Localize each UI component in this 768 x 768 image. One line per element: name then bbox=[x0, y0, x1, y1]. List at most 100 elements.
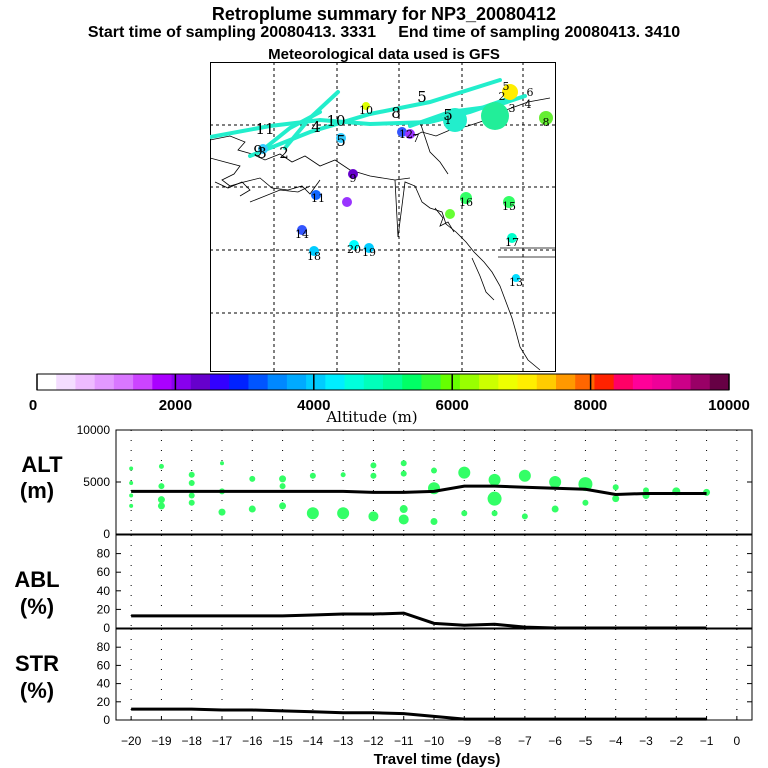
map-label-2: 2 bbox=[499, 90, 506, 103]
alt-scatter-point bbox=[549, 476, 562, 488]
alt-scatter-point bbox=[370, 462, 377, 469]
x-tick-label: −11 bbox=[394, 734, 414, 748]
colorbar-cell bbox=[286, 374, 307, 390]
colorbar-cell bbox=[171, 374, 192, 390]
abl-x-grid bbox=[130, 535, 738, 628]
colorbar-tick-labels: 0 2000 4000 6000 8000 10000 bbox=[29, 374, 750, 414]
x-axis-label: Travel time (days) bbox=[374, 751, 501, 768]
alt-series-line bbox=[131, 484, 707, 496]
str-x-grid bbox=[130, 629, 738, 720]
colorbar-cell bbox=[267, 374, 288, 390]
x-tick-label: −6 bbox=[548, 734, 562, 748]
colorbar-cell bbox=[248, 374, 269, 390]
met-data-label: Meteorological data used is GFS bbox=[268, 46, 500, 63]
map-label-5: 5 bbox=[336, 132, 346, 150]
colorbar-cell bbox=[575, 374, 595, 390]
alt-scatter-point bbox=[518, 469, 531, 482]
abl-y-tick-label: 60 bbox=[97, 565, 111, 579]
start-time: Start time of sampling 20080413. 3331 bbox=[87, 24, 376, 41]
map-label-5: 5 bbox=[503, 80, 510, 93]
alt-scatter-point bbox=[370, 472, 377, 479]
alt-scatter-point bbox=[368, 511, 379, 522]
alt-scatter-point bbox=[340, 472, 346, 478]
alt-scatter-point bbox=[279, 502, 287, 510]
map-label-5: 5 bbox=[417, 88, 427, 106]
alt-scatter-point bbox=[309, 472, 316, 479]
alt-y-ticks: 10000 5000 0 bbox=[77, 425, 752, 541]
x-tick-label: −5 bbox=[579, 734, 593, 748]
alt-scatter-point bbox=[400, 470, 407, 477]
abl-panel-frame bbox=[115, 534, 753, 629]
x-tick-label: −18 bbox=[182, 734, 203, 748]
alt-scatter-point bbox=[551, 505, 559, 513]
alt-scatter-point bbox=[487, 491, 502, 506]
alt-y-tick-label: 10000 bbox=[77, 425, 111, 437]
map-label-5: 5 bbox=[443, 106, 453, 124]
map-label-19: 19 bbox=[362, 246, 376, 259]
x-tick-labels: −20 −19 −18 −17 −16 −15 −14 −13 −12 −11 −10 −9 −8 −7−… bbox=[121, 716, 741, 748]
map-label-6: 6 bbox=[527, 86, 534, 99]
map-label-12: 12 bbox=[399, 128, 413, 141]
abl-series-line bbox=[131, 611, 707, 630]
abl-panel-label: ABL bbox=[14, 567, 59, 592]
colorbar-cell bbox=[229, 374, 249, 390]
colorbar-tick-label: 6000 bbox=[436, 397, 469, 414]
colorbar-cell bbox=[152, 374, 173, 390]
map-label-14: 14 bbox=[295, 228, 309, 241]
alt-scatter-point bbox=[337, 507, 350, 520]
colorbar-tick-label: 0 bbox=[29, 397, 37, 414]
alt-scatter-point bbox=[582, 499, 589, 506]
x-tick-label: −10 bbox=[424, 734, 445, 748]
alt-panel-label: ALT bbox=[21, 452, 63, 477]
map-label-9: 9 bbox=[350, 172, 357, 185]
x-tick-label: −4 bbox=[609, 734, 623, 748]
x-tick-label: −17 bbox=[212, 734, 233, 748]
page-title: Retroplume summary for NP3_20080412 bbox=[211, 4, 557, 24]
colorbar-tick-label: 2000 bbox=[159, 397, 192, 414]
plume-blobs bbox=[258, 84, 553, 282]
alt-scatter-point bbox=[157, 496, 165, 504]
alt-scatter-point bbox=[129, 481, 134, 486]
plume-paths bbox=[210, 78, 527, 158]
alt-scatter-point bbox=[220, 461, 224, 466]
x-tick-label: −1 bbox=[700, 734, 714, 748]
abl-y-tick-label: 0 bbox=[103, 621, 110, 635]
alt-scatter-point bbox=[188, 471, 195, 478]
colorbar-cell bbox=[306, 374, 326, 390]
alt-y-tick-label: 0 bbox=[103, 527, 110, 541]
colorbar-cell bbox=[363, 374, 384, 390]
str-y-tick-label: 20 bbox=[97, 695, 111, 709]
map-label-1: 1 bbox=[445, 114, 452, 127]
abl-panel-unit: (%) bbox=[20, 594, 54, 619]
colorbar-cell bbox=[383, 374, 403, 390]
map-label-9: 9 bbox=[253, 142, 263, 160]
colorbar-cell bbox=[671, 374, 692, 390]
abl-y-tick-label: 80 bbox=[97, 547, 111, 561]
time-series-panels: ALT (m) 10000 5000 0 ABL (%) 80 60 40 20 0 STR… bbox=[14, 425, 753, 768]
abl-y-ticks: 80 60 40 20 0 bbox=[97, 547, 752, 635]
str-y-tick-label: 0 bbox=[103, 713, 110, 727]
alt-scatter-point bbox=[398, 514, 409, 525]
alt-scatter-point bbox=[158, 483, 165, 490]
str-y-tick-label: 40 bbox=[97, 677, 111, 691]
map-label-16: 16 bbox=[459, 196, 473, 209]
end-time: End time of sampling 20080413. 3410 bbox=[398, 24, 681, 41]
alt-scatter-point bbox=[129, 503, 134, 508]
x-tick-label: −8 bbox=[488, 734, 502, 748]
x-tick-label: −3 bbox=[639, 734, 653, 748]
alt-scatter-point bbox=[458, 466, 471, 479]
colorbar-cells bbox=[36, 373, 730, 391]
x-tick-label: −7 bbox=[518, 734, 532, 748]
colorbar-cell bbox=[652, 374, 672, 390]
colorbar-xlabel: Altitude (m) bbox=[325, 408, 417, 426]
map-label-17: 17 bbox=[505, 236, 519, 249]
map-label-15: 15 bbox=[502, 200, 516, 213]
alt-scatter-point bbox=[400, 460, 407, 467]
alt-scatter-points bbox=[129, 460, 711, 526]
alt-scatter-point bbox=[248, 505, 256, 513]
alt-y-tick-label: 5000 bbox=[83, 475, 110, 489]
map-label-4: 4 bbox=[525, 98, 532, 111]
sampling-times: Start time of sampling 20080413. 3331 En… bbox=[0, 24, 768, 42]
colorbar-cell bbox=[498, 374, 519, 390]
